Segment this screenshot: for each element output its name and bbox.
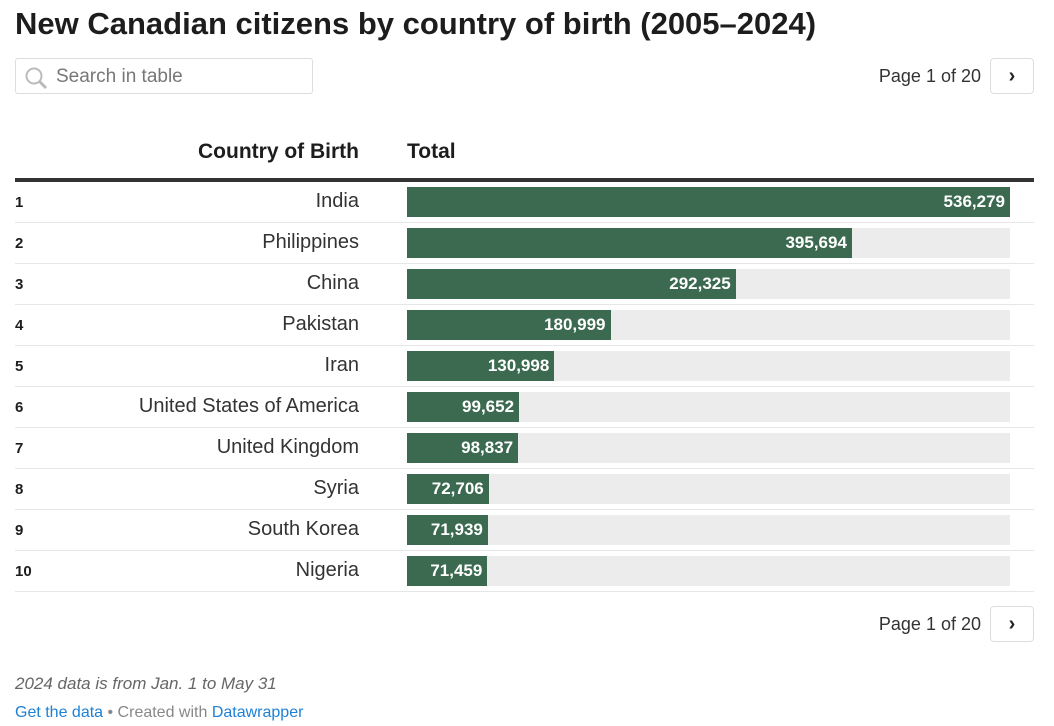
rank: 1 <box>15 194 24 211</box>
table-row: 1 India 536,279 <box>15 182 1034 223</box>
bar-track: 130,998 <box>407 351 1010 381</box>
country-name: Syria <box>313 477 359 499</box>
bar-track: 395,694 <box>407 228 1010 258</box>
table-row: 5 Iran 130,998 <box>15 346 1034 387</box>
bar: 180,999 <box>407 310 611 340</box>
search-box[interactable] <box>15 58 313 94</box>
bar-value-label: 292,325 <box>669 274 731 293</box>
bar: 72,706 <box>407 474 489 504</box>
search-input[interactable] <box>54 63 308 91</box>
rank: 8 <box>15 481 24 498</box>
bar-value-label: 536,279 <box>943 192 1005 211</box>
rank: 3 <box>15 276 24 293</box>
datawrapper-link[interactable]: Datawrapper <box>211 704 304 721</box>
rank: 10 <box>15 563 32 580</box>
bar: 395,694 <box>407 228 852 258</box>
get-data-link[interactable]: Get the data <box>15 704 104 721</box>
rank: 2 <box>15 235 24 252</box>
rank: 5 <box>15 358 24 375</box>
country-name: India <box>315 190 359 212</box>
bar-value-label: 71,459 <box>430 561 483 580</box>
bar-value-label: 130,998 <box>487 356 550 375</box>
header-divider <box>15 178 1034 182</box>
table-row: 6 United States of America 99,652 <box>15 387 1034 428</box>
country-name: China <box>306 272 359 294</box>
bar-track: 72,706 <box>407 474 1010 504</box>
next-page-button[interactable]: › <box>990 58 1034 94</box>
bar-track: 71,939 <box>407 515 1010 545</box>
bar-track: 536,279 <box>407 187 1010 217</box>
country-name: South Korea <box>247 518 359 540</box>
bar-value-label: 98,837 <box>461 438 514 457</box>
country-name: United Kingdom <box>216 436 359 458</box>
country-name: Pakistan <box>282 313 359 335</box>
bar: 71,939 <box>407 515 488 545</box>
bar: 130,998 <box>407 351 555 381</box>
table-row: 8 Syria 72,706 <box>15 469 1034 510</box>
country-name: United States of America <box>138 395 359 417</box>
bar-track: 292,325 <box>407 269 1010 299</box>
footnote: 2024 data is from Jan. 1 to May 31 <box>15 674 277 693</box>
bar-value-label: 72,706 <box>431 479 484 498</box>
table-row: 2 Philippines 395,694 <box>15 223 1034 264</box>
footer: Get the data • Created with Datawrapper <box>15 704 303 722</box>
rank: 4 <box>15 317 24 334</box>
pagination-top: Page 1 of 20 › <box>879 58 1034 94</box>
column-header-total[interactable]: Total <box>407 140 456 163</box>
bar-value-label: 99,652 <box>462 397 515 416</box>
search-icon <box>25 67 48 90</box>
rank: 6 <box>15 399 24 416</box>
bar-track: 71,459 <box>407 556 1010 586</box>
bar: 98,837 <box>407 433 519 463</box>
bar: 99,652 <box>407 392 520 422</box>
table-row: 9 South Korea 71,939 <box>15 510 1034 551</box>
rank: 7 <box>15 440 24 457</box>
table-row: 3 China 292,325 <box>15 264 1034 305</box>
rank: 9 <box>15 522 24 539</box>
bar-value-label: 180,999 <box>544 315 606 334</box>
table-row: 10 Nigeria 71,459 <box>15 551 1034 592</box>
bar: 71,459 <box>407 556 488 586</box>
bar-track: 180,999 <box>407 310 1010 340</box>
footer-text: • Created with <box>103 704 212 721</box>
bar-value-label: 71,939 <box>430 520 483 539</box>
country-name: Philippines <box>262 231 359 253</box>
bar-track: 99,652 <box>407 392 1010 422</box>
page-label: Page 1 of 20 <box>878 65 981 86</box>
bar: 536,279 <box>407 187 1010 217</box>
country-name: Iran <box>324 354 359 376</box>
bar-value-label: 395,694 <box>785 233 847 252</box>
next-page-button[interactable]: › <box>990 606 1034 642</box>
country-name: Nigeria <box>295 559 359 581</box>
bar-track: 98,837 <box>407 433 1010 463</box>
pagination-bottom: Page 1 of 20 › <box>879 606 1034 642</box>
page-label: Page 1 of 20 <box>878 613 981 634</box>
chart-title: New Canadian citizens by country of birt… <box>15 6 817 41</box>
column-header-country[interactable]: Country of Birth <box>198 140 359 163</box>
table-row: 4 Pakistan 180,999 <box>15 305 1034 346</box>
bar: 292,325 <box>407 269 736 299</box>
table-row: 7 United Kingdom 98,837 <box>15 428 1034 469</box>
